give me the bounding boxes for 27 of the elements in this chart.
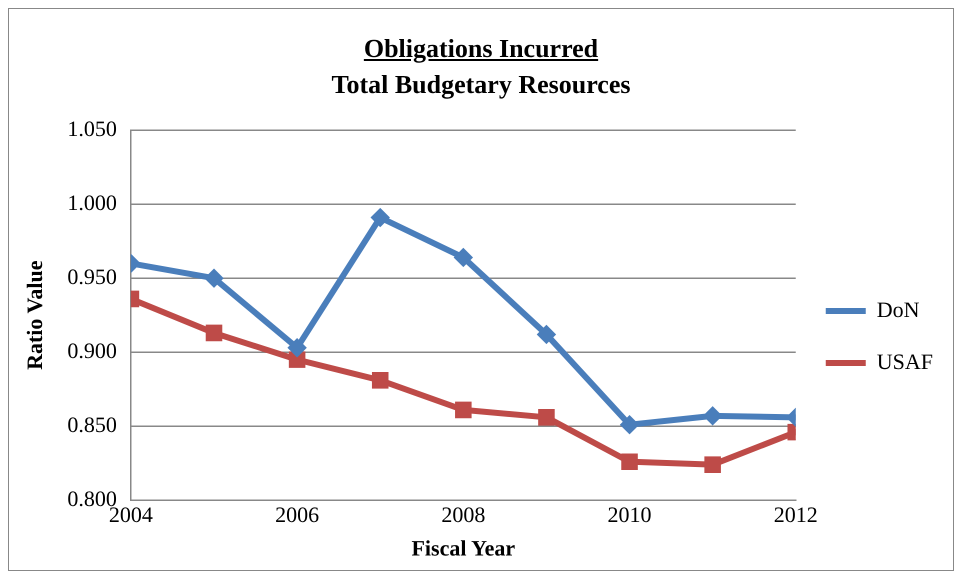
y-axis-title: Ratio Value (22, 260, 47, 370)
point (206, 324, 222, 342)
y-tick-label: 1.000 (67, 190, 117, 215)
x-tick-label: 2006 (275, 502, 320, 528)
point (536, 324, 556, 344)
point (455, 402, 472, 418)
point (370, 208, 390, 228)
y-tick-label: 0.850 (67, 412, 117, 437)
point (288, 338, 307, 358)
point (204, 268, 224, 288)
y-tick-label: 0.950 (67, 264, 117, 289)
point (620, 415, 640, 434)
x-axis-title: Fiscal Year (412, 535, 516, 560)
chart-subtitle: Total Budgetary Resources (330, 69, 632, 101)
chart-title: Obligations Incurred (364, 34, 598, 63)
x-tick-label: 2010 (608, 502, 652, 528)
y-tick-label: 1.050 (67, 116, 117, 141)
legend-label: DoN (876, 296, 920, 322)
point (538, 409, 555, 426)
point (621, 453, 638, 470)
x-tick-label: 2012 (774, 502, 818, 528)
y-tick-label: 0.900 (67, 338, 117, 363)
point (454, 248, 473, 267)
point (372, 372, 388, 389)
x-tick-label: 2008 (441, 502, 486, 528)
point (704, 456, 721, 473)
legend-label: USAF (876, 348, 934, 374)
